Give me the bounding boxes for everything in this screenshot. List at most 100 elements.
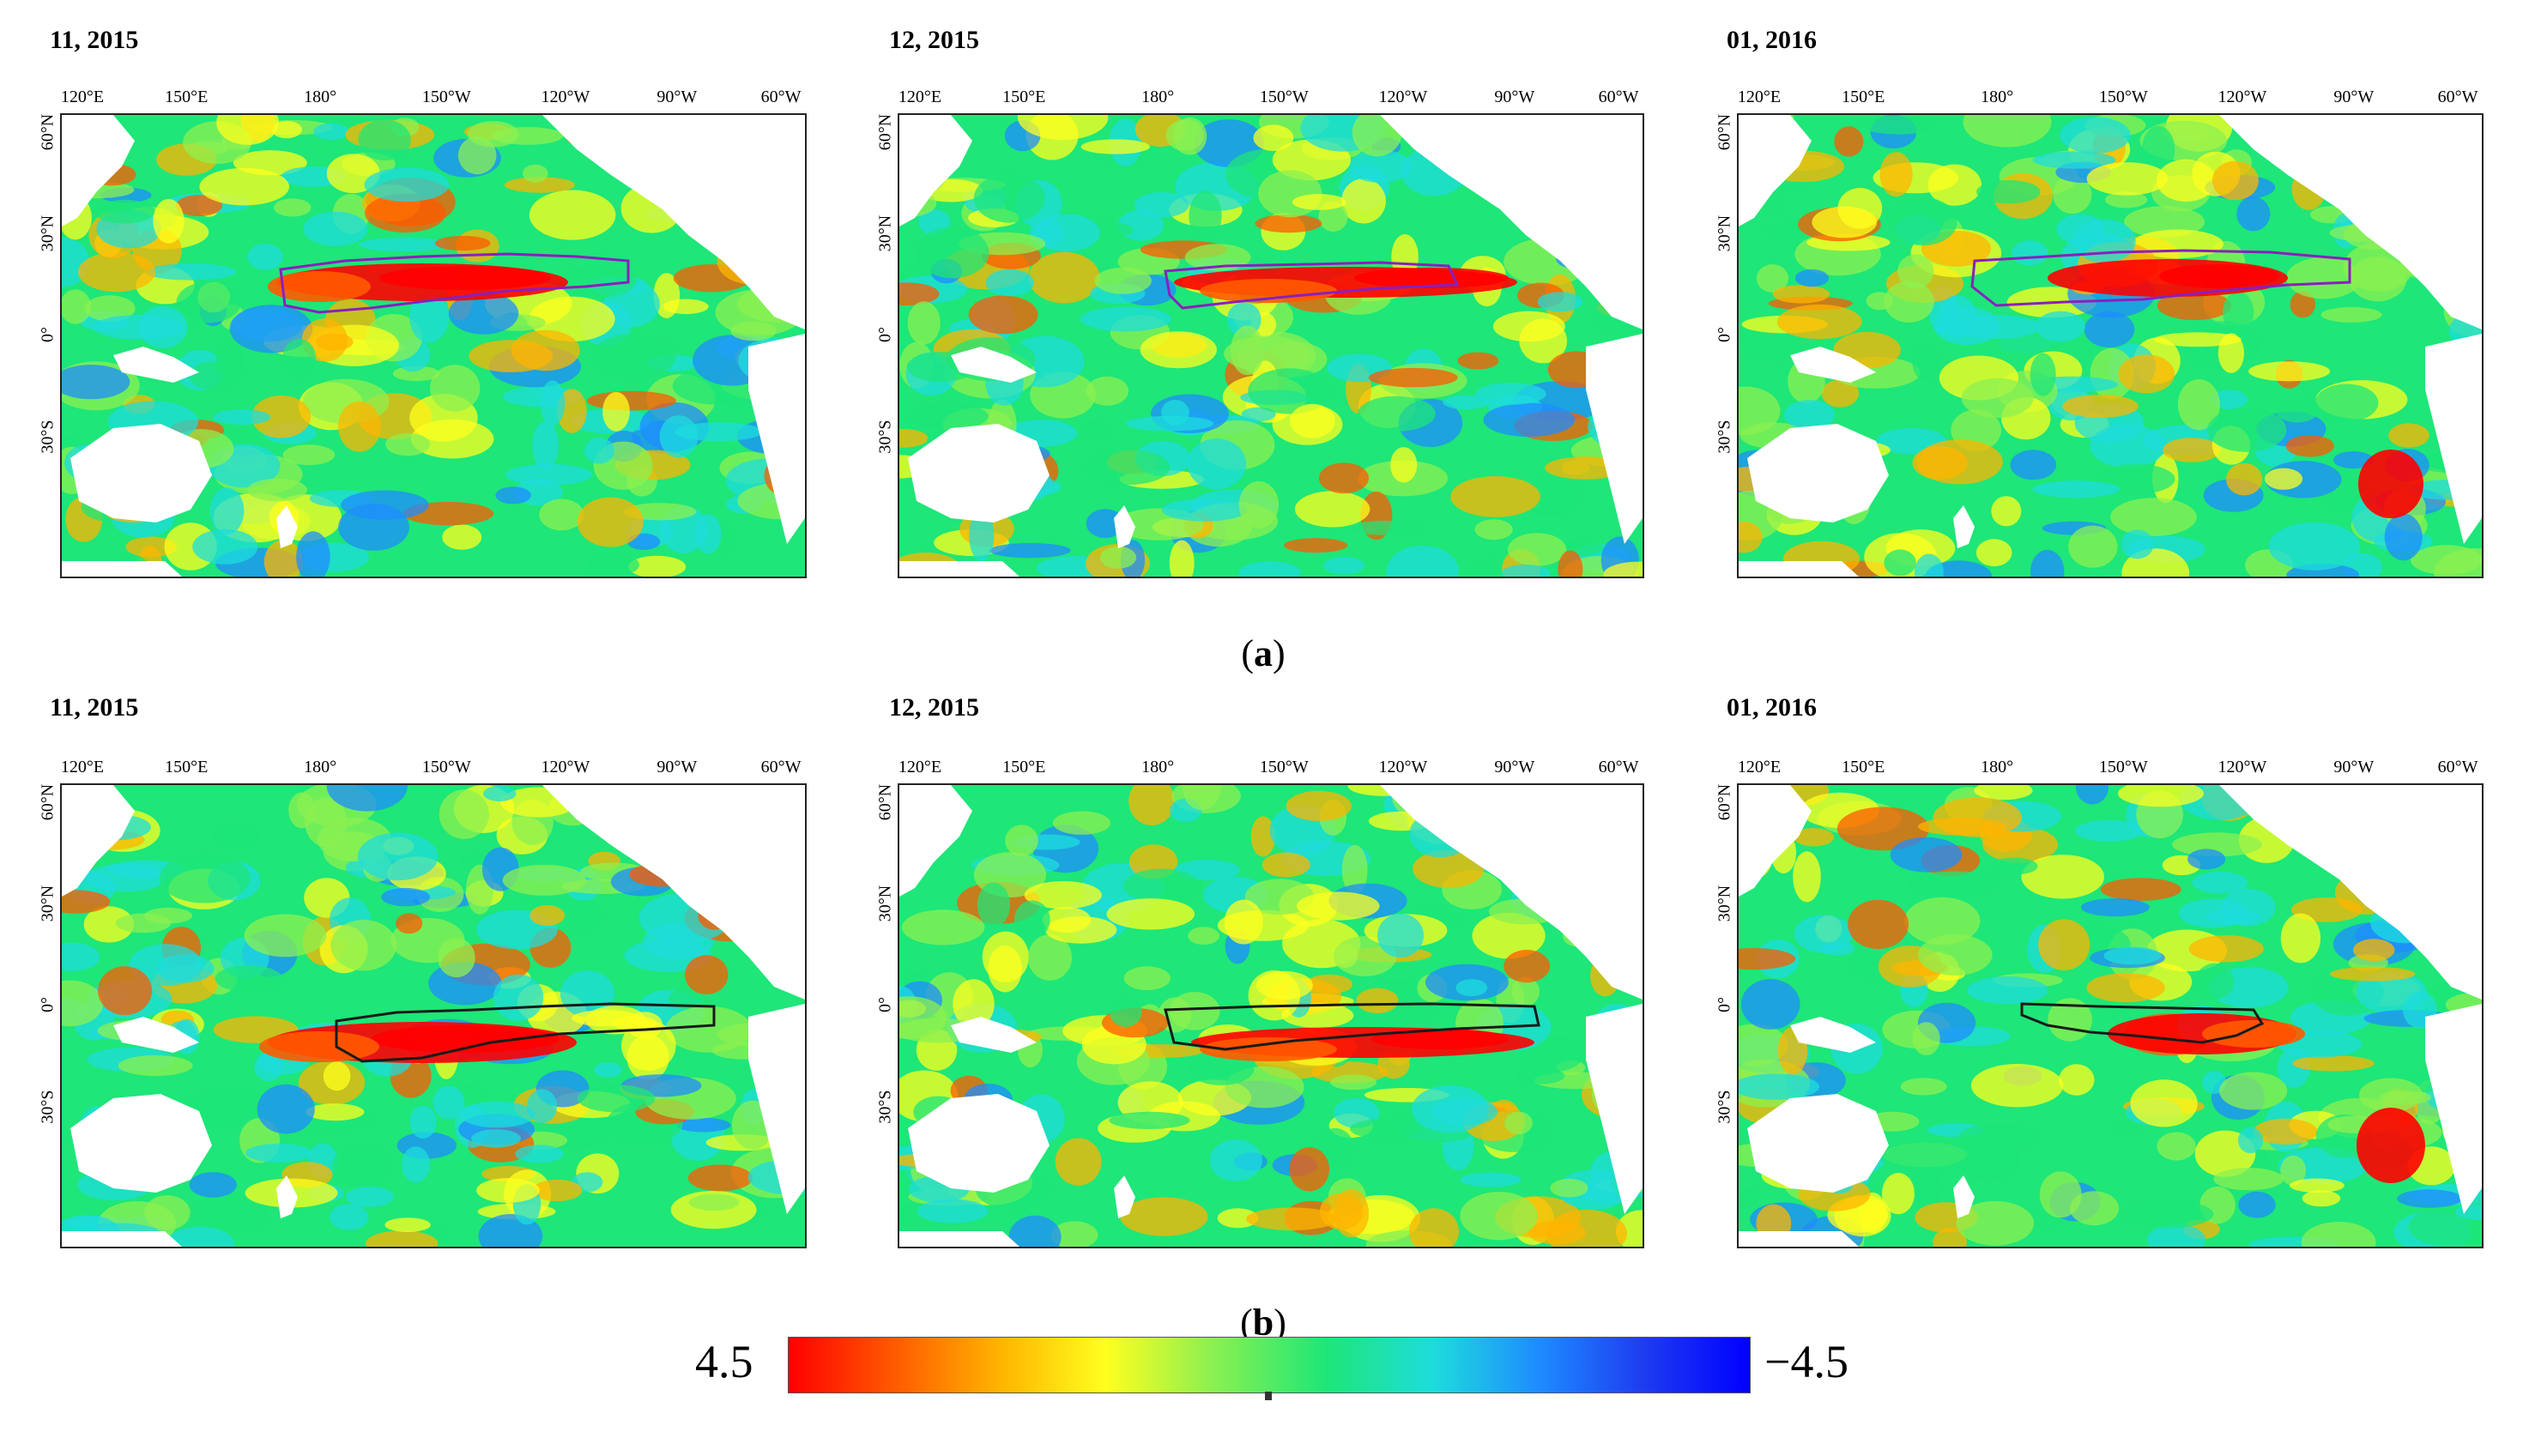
anomaly-patch bbox=[313, 123, 348, 141]
anomaly-patch bbox=[1055, 1138, 1102, 1186]
anomaly-patch bbox=[1879, 152, 1913, 197]
anomaly-patch bbox=[166, 1226, 235, 1247]
x-tick-label: 180° bbox=[304, 88, 337, 106]
antarctic-gap-land bbox=[1739, 1231, 1859, 1247]
anomaly-contour-outline bbox=[279, 252, 630, 314]
australia-land bbox=[1747, 424, 1889, 523]
anomaly-patch bbox=[192, 529, 258, 565]
hot-anomaly-region bbox=[371, 1025, 560, 1053]
anomaly-patch bbox=[1916, 439, 2003, 485]
asia-land bbox=[899, 785, 972, 897]
anomaly-patch bbox=[1975, 539, 2012, 567]
anomaly-patch bbox=[254, 1052, 283, 1082]
x-tick-label: 180° bbox=[1981, 88, 2014, 106]
map-panel-a-dec-2015 bbox=[898, 113, 1644, 578]
hot-anomaly-region bbox=[2357, 1108, 2425, 1183]
anomaly-patch bbox=[1348, 520, 1423, 535]
anomaly-patch bbox=[1834, 126, 1864, 157]
caption-label: a bbox=[1254, 632, 1273, 674]
anomaly-patch bbox=[331, 1145, 392, 1187]
anomaly-patch bbox=[2219, 1072, 2288, 1110]
anomaly-patch bbox=[1963, 115, 2052, 148]
x-tick-label: 60°W bbox=[1598, 88, 1639, 106]
anomaly-patch bbox=[1189, 190, 1222, 241]
anomaly-patch bbox=[396, 913, 423, 934]
map-canvas bbox=[899, 115, 1643, 577]
anomaly-patch bbox=[2130, 1079, 2198, 1127]
hot-anomaly-region bbox=[268, 271, 371, 302]
anomaly-patch bbox=[505, 463, 593, 486]
anomaly-patch bbox=[2153, 332, 2242, 347]
antarctic-gap-land bbox=[899, 561, 1019, 577]
x-tick-label: 120°E bbox=[1737, 758, 1782, 776]
anomaly-patch bbox=[1286, 790, 1352, 821]
anomaly-patch bbox=[1739, 1024, 1788, 1066]
anomaly-patch bbox=[1982, 826, 2058, 863]
anomaly-patch bbox=[1094, 267, 1152, 294]
anomaly-patch bbox=[1516, 1067, 1565, 1084]
anomaly-patch bbox=[1377, 913, 1424, 958]
anomaly-patch bbox=[460, 1101, 535, 1128]
anomaly-patch bbox=[483, 785, 517, 802]
y-tick-label: 30°S bbox=[875, 420, 895, 454]
anomaly-patch bbox=[1262, 852, 1310, 878]
anomaly-patch bbox=[1356, 988, 1399, 1013]
anomaly-patch bbox=[1292, 194, 1346, 210]
anomaly-patch bbox=[1289, 1147, 1329, 1192]
anomaly-patch bbox=[1974, 785, 2033, 800]
anomaly-patch bbox=[430, 365, 481, 412]
anomaly-contour-outline bbox=[1970, 249, 2351, 307]
x-tick-label: 150°E bbox=[1002, 88, 1046, 106]
x-tick-label: 60°W bbox=[760, 88, 802, 106]
y-tick-label: 30°N bbox=[1715, 885, 1734, 922]
y-tick-label: 30°S bbox=[1715, 1090, 1734, 1124]
hot-anomaly-region bbox=[1200, 279, 1337, 303]
anomaly-patch bbox=[1904, 897, 1981, 945]
anomaly-patch bbox=[899, 428, 929, 448]
x-tick-label: 120°E bbox=[60, 88, 105, 106]
anomaly-patch bbox=[915, 227, 989, 279]
anomaly-patch bbox=[2238, 1127, 2263, 1154]
anomaly-patch bbox=[1008, 1215, 1062, 1247]
anomaly-patch bbox=[2217, 333, 2244, 373]
x-tick-label: 150°W bbox=[1259, 758, 1309, 776]
anomaly-patch bbox=[1106, 898, 1195, 930]
anomaly-patch bbox=[1330, 1074, 1376, 1090]
anomaly-patch bbox=[628, 555, 687, 577]
anomaly-patch bbox=[1912, 1022, 1940, 1056]
anomaly-patch bbox=[1900, 1078, 1947, 1096]
anomaly-patch bbox=[1879, 1141, 1970, 1171]
anomaly-patch bbox=[274, 198, 312, 217]
anomaly-patch bbox=[1250, 816, 1275, 857]
maritime-continent-land bbox=[951, 1017, 1037, 1053]
x-tick-label: 180° bbox=[1141, 758, 1175, 776]
x-tick-label: 90°W bbox=[1494, 88, 1535, 106]
antarctic-gap-land bbox=[899, 1231, 1019, 1247]
anomaly-patch bbox=[1078, 420, 1113, 439]
new-zealand-land bbox=[1114, 1175, 1135, 1218]
anomaly-patch bbox=[1241, 407, 1276, 421]
anomaly-patch bbox=[1188, 927, 1219, 945]
anomaly-patch bbox=[685, 955, 729, 994]
anomaly-patch bbox=[323, 1061, 351, 1091]
anomaly-patch bbox=[1884, 549, 1916, 577]
anomaly-patch bbox=[83, 906, 134, 943]
anomaly-patch bbox=[2103, 946, 2162, 965]
anomaly-patch bbox=[384, 1217, 431, 1232]
anomaly-patch bbox=[1912, 343, 1939, 381]
anomaly-patch bbox=[532, 420, 559, 470]
anomaly-patch bbox=[2192, 871, 2248, 894]
x-tick-label: 120°W bbox=[2217, 88, 2267, 106]
anomaly-patch bbox=[247, 478, 307, 502]
anomaly-patch bbox=[1558, 550, 1583, 577]
anomaly-patch bbox=[2223, 292, 2254, 333]
anomaly-patch bbox=[1933, 1228, 1967, 1247]
anomaly-patch bbox=[688, 1193, 740, 1211]
anomaly-patch bbox=[1024, 881, 1102, 909]
anomaly-patch bbox=[969, 510, 995, 561]
anomaly-patch bbox=[2080, 898, 2150, 917]
anomaly-patch bbox=[2172, 832, 2262, 857]
anomaly-patch bbox=[2195, 963, 2235, 1000]
panel-title: 01, 2016 bbox=[1727, 693, 1817, 722]
anomaly-patch bbox=[1028, 251, 1100, 304]
